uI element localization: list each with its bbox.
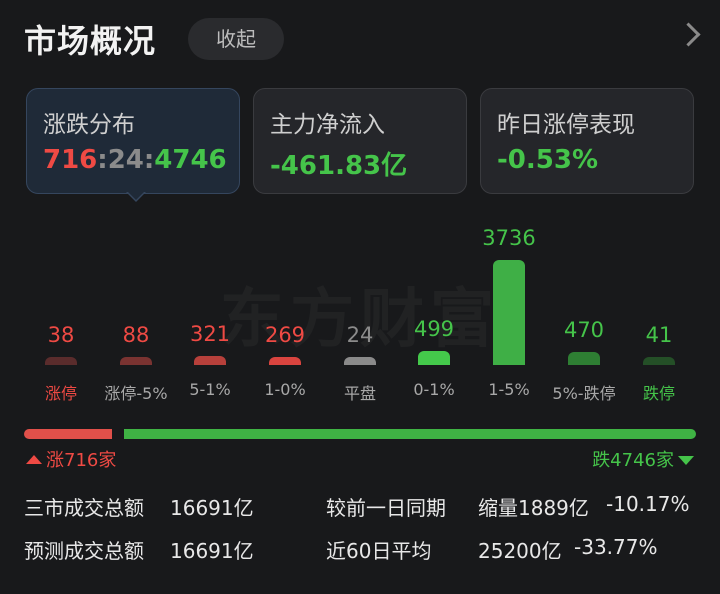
bar-3: [269, 357, 301, 365]
rise-count: 716: [43, 145, 98, 175]
avg-60d-value: 25200亿: [478, 539, 562, 563]
ratio-fall-segment: [124, 429, 696, 439]
bar-count-6: 3736: [482, 226, 536, 250]
bar-7: [568, 352, 600, 365]
card-value: -461.83亿: [270, 151, 408, 181]
bar-count-4: 24: [346, 323, 374, 347]
compare-label: 较前一日同期: [326, 496, 446, 520]
bar-count-3: 269: [264, 323, 306, 347]
separator: :: [97, 145, 108, 175]
rise-summary: 涨716家: [26, 446, 116, 472]
compare-value: 缩量1889亿: [478, 496, 589, 520]
forecast-turnover-label: 预测成交总额: [24, 539, 144, 563]
bar-label-1: 涨停-5%: [104, 384, 168, 403]
chevron-right-icon[interactable]: [676, 22, 701, 47]
card-rise-fall-distribution[interactable]: 涨跌分布 716:24:4746: [26, 88, 240, 194]
fall-summary: 跌4746家: [592, 446, 694, 472]
forecast-turnover-value: 16691亿: [170, 539, 254, 563]
fall-count: 4746: [154, 145, 227, 175]
bar-label-7: 5%-跌停: [552, 384, 616, 403]
card-label: 主力净流入: [270, 112, 385, 138]
arrow-down-icon: [678, 455, 694, 465]
fall-summary-label: 跌4746家: [592, 450, 674, 471]
active-card-pointer: [126, 191, 146, 202]
card-yesterday-limit-up[interactable]: 昨日涨停表现 -0.53%: [480, 88, 694, 194]
bar-label-8: 跌停: [642, 384, 675, 403]
bar-label-0: 涨停: [44, 384, 77, 403]
ratio-rise-segment: [24, 429, 112, 439]
bar-count-8: 41: [645, 323, 673, 347]
bar-count-5: 499: [413, 317, 455, 341]
bar-count-0: 38: [47, 323, 75, 347]
collapse-button[interactable]: 收起: [188, 18, 284, 60]
card-label: 涨跌分布: [43, 112, 135, 138]
avg-60d-label: 近60日平均: [326, 539, 432, 563]
card-main-net-inflow[interactable]: 主力净流入 -461.83亿: [253, 88, 467, 194]
bar-4: [344, 357, 376, 365]
total-turnover-value: 16691亿: [170, 496, 254, 520]
card-label: 昨日涨停表现: [497, 112, 635, 138]
page-title: 市场概况: [24, 22, 157, 60]
card-value: 716:24:4746: [43, 145, 227, 175]
bar-0: [45, 357, 77, 365]
arrow-up-icon: [26, 454, 42, 464]
bar-5: [418, 351, 450, 365]
avg-60d-percent: -33.77%: [574, 535, 658, 559]
bar-count-7: 470: [563, 318, 605, 342]
bar-count-2: 321: [189, 322, 231, 346]
total-turnover-label: 三市成交总额: [24, 496, 144, 520]
bar-label-4: 平盘: [343, 384, 376, 403]
rise-fall-ratio-bar: [24, 429, 696, 439]
header: 市场概况 收起: [0, 0, 720, 80]
watermark: 东方财富: [220, 268, 500, 360]
card-value: -0.53%: [497, 145, 598, 175]
bar-label-5: 0-1%: [413, 380, 455, 399]
flat-count: 24: [107, 145, 144, 175]
bar-count-1: 88: [122, 323, 150, 347]
bar-label-6: 1-5%: [488, 380, 530, 399]
bar-1: [120, 357, 152, 365]
bar-2: [194, 356, 226, 365]
bar-6: [493, 260, 525, 365]
bar-8: [643, 357, 675, 365]
rise-summary-label: 涨716家: [46, 450, 117, 471]
separator: :: [143, 145, 155, 175]
bar-label-2: 5-1%: [189, 380, 231, 399]
bar-label-3: 1-0%: [264, 380, 306, 399]
compare-percent: -10.17%: [606, 492, 690, 516]
